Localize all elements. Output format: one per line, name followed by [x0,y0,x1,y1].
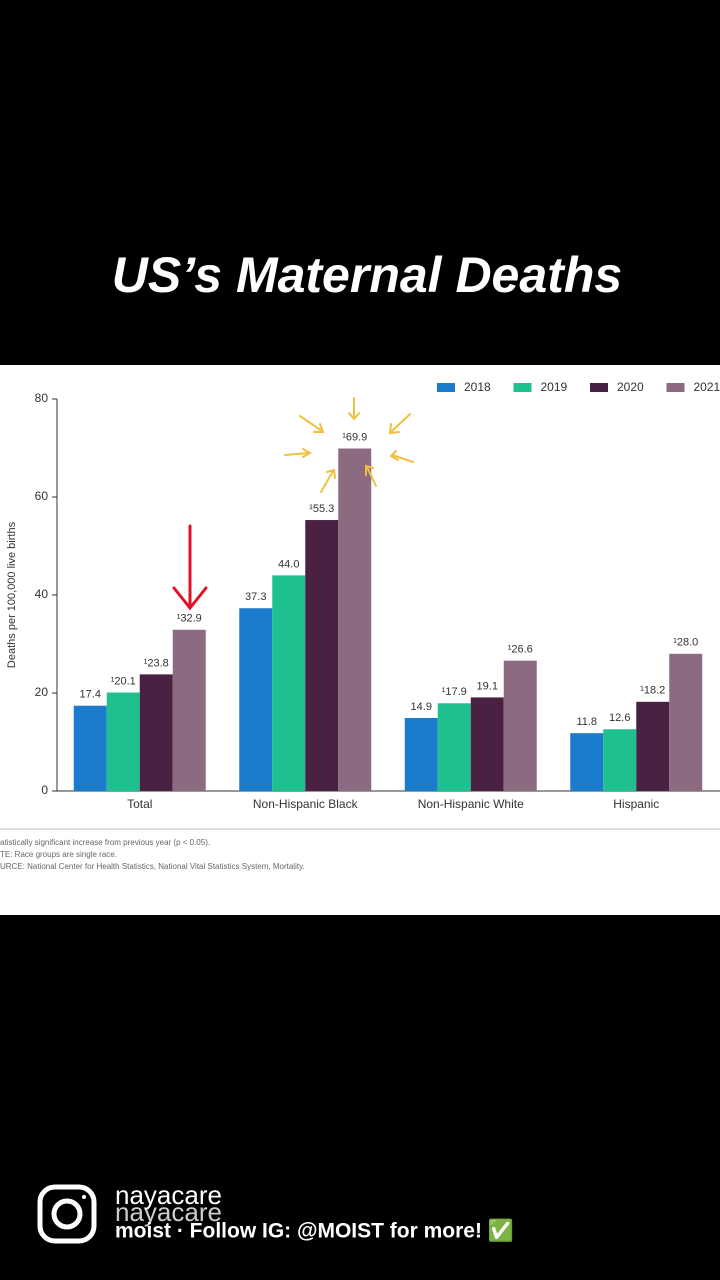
bar [603,729,637,791]
icon-lens [51,1198,83,1230]
bar [106,692,140,791]
yellow-arrows [284,397,414,493]
bar [570,733,604,791]
x-tick-label: Non-Hispanic White [418,797,524,811]
value-label: ¹26.6 [508,644,533,656]
bar [239,608,273,791]
icon-dot [82,1195,86,1199]
value-label: ¹55.3 [309,503,334,515]
y-tick-label: 20 [35,685,49,699]
legend-label: 2020 [617,380,644,394]
value-label: 14.9 [411,701,432,713]
legend-swatch [666,383,685,392]
footnote: TE: Race groups are single race. [0,850,117,859]
bar [305,520,339,791]
bar [172,629,206,791]
bar [338,448,372,791]
x-tick-label: Hispanic [613,797,659,811]
value-label: 11.8 [576,716,597,728]
value-label: 17.4 [80,689,101,701]
value-label: ¹20.1 [111,675,136,687]
y-tick-label: 80 [35,391,49,405]
bar [73,705,107,791]
y-tick-label: 60 [35,489,49,503]
overlay-title: US’s Maternal Deaths [112,247,622,303]
bar [272,575,306,791]
handle-shadow: nayacare [115,1197,222,1227]
y-tick-label: 0 [41,783,48,797]
legend-swatch [437,383,455,392]
value-label: 37.3 [245,591,266,603]
annotations [172,397,414,611]
x-tick-label: Total [127,797,152,811]
handle: nayacare [115,1180,222,1210]
value-label: 19.1 [477,680,498,692]
value-label: 44.0 [278,558,299,570]
value-label: 12.6 [609,712,630,724]
legend-label: 2018 [464,380,491,394]
legend-label: 2021 [694,380,720,394]
y-axis-label: Deaths per 100,000 live births [6,521,18,668]
legend-swatch [590,383,608,392]
caption: moist · Follow IG: @MOIST for more! ✅ [115,1218,514,1243]
bar [503,660,537,791]
legend-label: 2019 [541,380,568,394]
bar [404,717,438,791]
y-tick-label: 40 [35,587,49,601]
bar [139,674,173,791]
value-label: ¹32.9 [177,613,202,625]
bar [437,703,471,791]
value-label: ¹23.8 [144,657,169,669]
bar [669,653,703,791]
bar [636,701,670,791]
footnote: URCE: National Center for Health Statist… [0,862,305,871]
value-label: ¹17.9 [442,686,467,698]
instagram-icon [37,1184,97,1244]
value-label: ¹69.9 [342,431,367,443]
value-label: ¹28.0 [673,637,698,649]
x-tick-label: Non-Hispanic Black [253,797,359,811]
footnote: atistically significant increase from pr… [0,838,210,847]
red-arrow [172,524,208,611]
value-label: ¹18.2 [640,685,665,697]
icon-frame [37,1184,97,1244]
legend-swatch [513,383,532,392]
bar [470,697,504,791]
